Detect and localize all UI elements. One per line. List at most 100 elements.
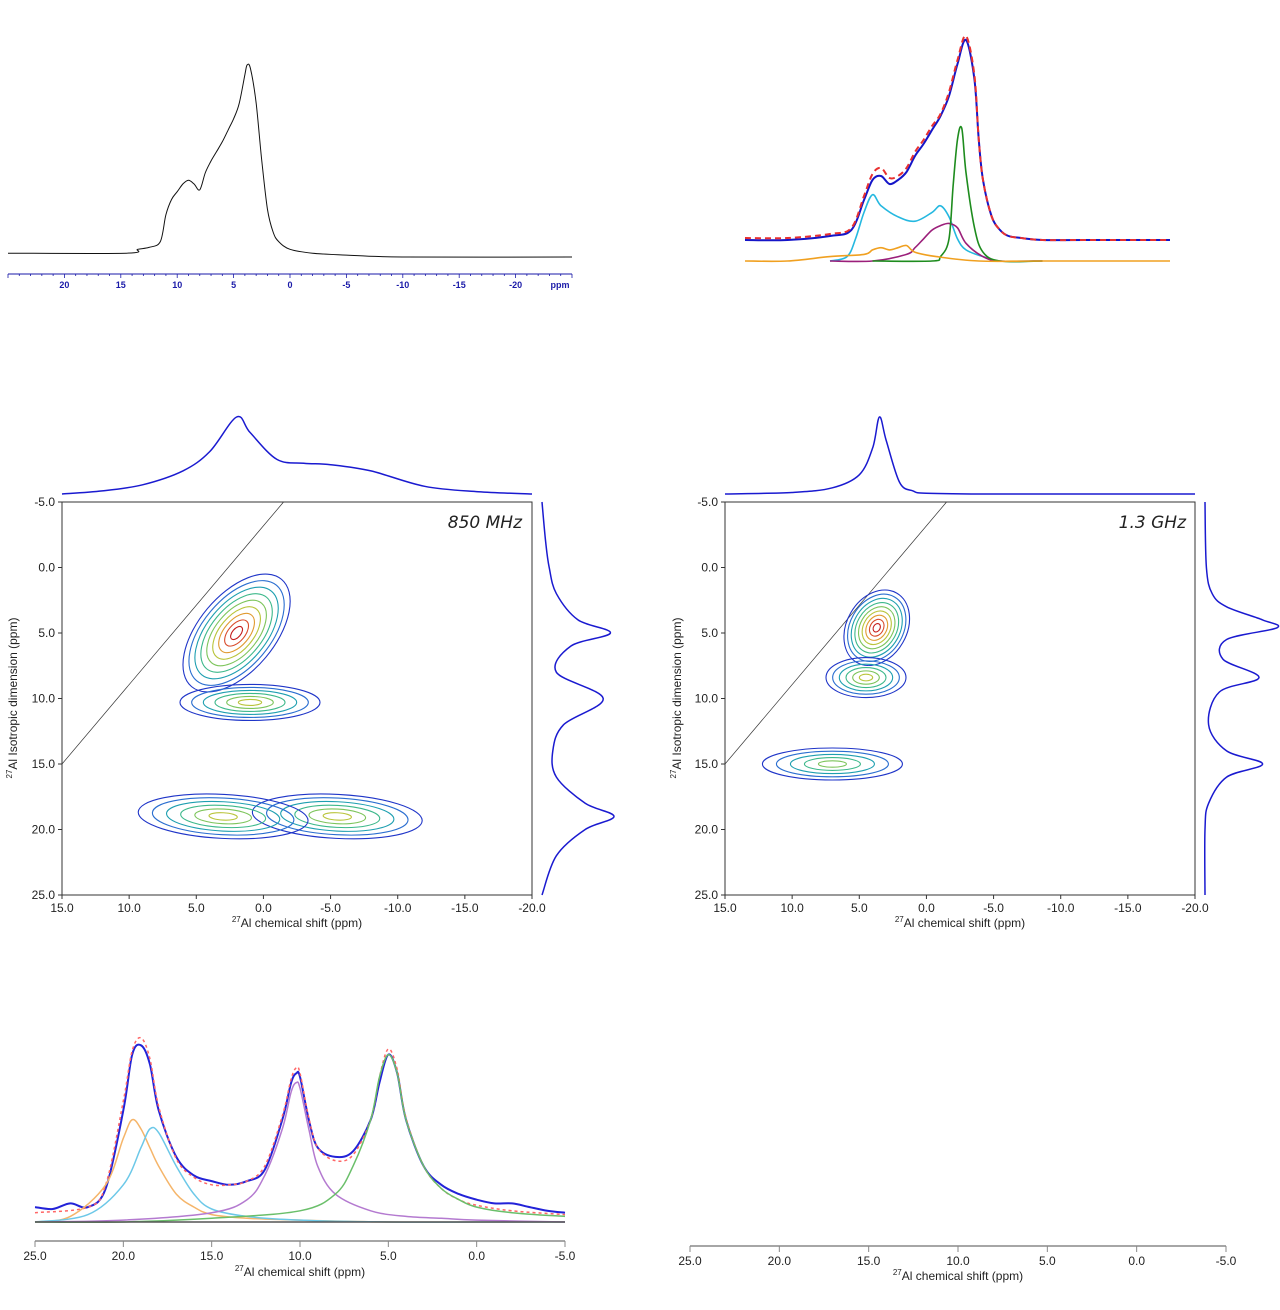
- contour-level: [803, 757, 861, 771]
- x-axis-label-rest: Al chemical shift (ppm): [244, 1265, 365, 1279]
- x-axis-label-rest: Al chemical shift (ppm): [902, 1269, 1023, 1283]
- x-tick-label: 20.0: [768, 1254, 792, 1268]
- panel-deconvolution: [744, 34, 1170, 263]
- contour-level: [212, 606, 261, 660]
- y-axis-label-850: 27Al Isotropic dimension (ppm): [5, 618, 20, 779]
- contour-level: [872, 623, 881, 633]
- x-tick-label: 15: [116, 280, 126, 290]
- contour-level: [202, 689, 298, 715]
- x-tick-label: 25.0: [23, 1249, 47, 1263]
- contour-level: [858, 673, 874, 682]
- fit-component-line: [872, 125, 1043, 263]
- top-projection-line: [61, 415, 533, 495]
- y-axis-label-1300: 27Al Isotropic dimension (ppm): [669, 618, 684, 779]
- field-label-850: 850 MHz: [448, 513, 523, 533]
- x-tick-label: 5.0: [188, 901, 205, 915]
- x-tick-label: 10.0: [780, 901, 804, 915]
- y-tick-label: 25.0: [32, 888, 56, 902]
- x-tick-label: 5.0: [851, 901, 868, 915]
- contour-level: [206, 599, 267, 667]
- panel-mqmas-850: 850 MHz 27Al chemical shift (ppm) 27Al I…: [5, 415, 615, 930]
- x-axis-label-sup: 27: [893, 1268, 902, 1277]
- x-tick-label: -5: [342, 280, 350, 290]
- fit-component-line: [829, 222, 1043, 263]
- contour-level: [280, 800, 395, 832]
- contour-level: [832, 660, 900, 695]
- x-tick-label: 15.0: [857, 1254, 881, 1268]
- x-tick-label: 0.0: [255, 901, 272, 915]
- y-tick-label: 15.0: [695, 757, 719, 771]
- contour-level: [194, 808, 252, 825]
- contour-level: [218, 612, 255, 654]
- plot-frame: [724, 501, 1196, 896]
- contour-level: [294, 804, 381, 829]
- fit-line: [34, 1043, 566, 1214]
- contour-level: [251, 793, 423, 840]
- y-tick-label: 25.0: [695, 888, 719, 902]
- x-tick-label: 5: [231, 280, 236, 290]
- x-tick-label: 25.0: [678, 1254, 702, 1268]
- fit-line: [34, 1126, 565, 1223]
- y-tick-label: 0.0: [701, 561, 718, 575]
- x-axis-label-850: 27Al chemical shift (ppm): [232, 915, 362, 930]
- contour-level: [188, 580, 285, 686]
- y-tick-label: -5.0: [697, 495, 718, 509]
- x-tick-label: -15.0: [451, 901, 479, 915]
- contour-level: [857, 606, 896, 650]
- x-tick-label: -10.0: [384, 901, 412, 915]
- contour-level: [308, 808, 367, 825]
- panel-1d-spectrum: 20 15 10 5 0 -5 -10 -15 -20 ppm: [7, 63, 573, 290]
- x-axis-label-1300: 27Al chemical shift (ppm): [895, 915, 1025, 930]
- diagonal-line: [61, 501, 284, 765]
- x-tick-label: 15.0: [50, 901, 74, 915]
- contour-level: [226, 695, 274, 709]
- contour-level: [838, 663, 894, 692]
- contour-level: [845, 666, 887, 689]
- x-tick-label: 10: [172, 280, 182, 290]
- contour-level: [191, 686, 309, 718]
- x-tick-label: -5.0: [1216, 1254, 1237, 1268]
- y-tick-label: 0.0: [38, 561, 55, 575]
- panel-mqmas-1300: 1.3 GHz 27Al chemical shift (ppm) 27Al I…: [669, 416, 1280, 930]
- x-tick-label: -20.0: [1181, 901, 1209, 915]
- x-tick-label: -15.0: [1114, 901, 1142, 915]
- side-projection-line: [1203, 501, 1280, 896]
- contour-level: [850, 597, 903, 658]
- y-axis-label-rest: Al Isotropic dimension (ppm): [6, 618, 20, 770]
- x-tick-label: 0.0: [1128, 1254, 1145, 1268]
- x-axis-label-p5: 27Al chemical shift (ppm): [235, 1264, 365, 1279]
- fit-line: [34, 1081, 566, 1223]
- x-tick-label: 10.0: [117, 901, 141, 915]
- contour-level: [194, 586, 279, 680]
- y-axis-label-sup: 27: [5, 769, 14, 778]
- y-tick-label: 10.0: [695, 692, 719, 706]
- plot-frame: [61, 501, 533, 896]
- x-tick-label: 0: [287, 280, 292, 290]
- contour-level: [137, 793, 309, 840]
- contour-level: [230, 625, 244, 641]
- fit-component-line: [829, 193, 1043, 263]
- contour-level: [825, 656, 907, 699]
- panel-empty-axis: 27Al chemical shift (ppm) 25.0 20.0 15.0 10…: [678, 1245, 1237, 1283]
- fit-component-line: [744, 34, 1170, 242]
- spectrum-line: [7, 63, 573, 258]
- top-projection-line: [724, 416, 1196, 495]
- contour-level: [322, 812, 352, 821]
- y-tick-label: -5.0: [34, 495, 55, 509]
- x-tick-label: -10.0: [1047, 901, 1075, 915]
- contour-level: [237, 698, 263, 706]
- x-axis-label-sup: 27: [895, 915, 904, 924]
- x-axis-label-sup: 27: [232, 915, 241, 924]
- x-tick-label: 0.0: [468, 1249, 485, 1263]
- contour-level: [208, 812, 238, 821]
- contour-level: [180, 804, 267, 829]
- contour-level: [214, 692, 286, 712]
- contour-level: [861, 610, 892, 646]
- diagonal-line: [724, 501, 947, 765]
- y-axis-label-rest: Al Isotropic dimension (ppm): [670, 618, 684, 770]
- x-axis-label-p6: 27Al chemical shift (ppm): [893, 1268, 1023, 1283]
- x-tick-label: -5.0: [320, 901, 341, 915]
- y-tick-label: 20.0: [695, 823, 719, 837]
- contour-level: [775, 750, 889, 778]
